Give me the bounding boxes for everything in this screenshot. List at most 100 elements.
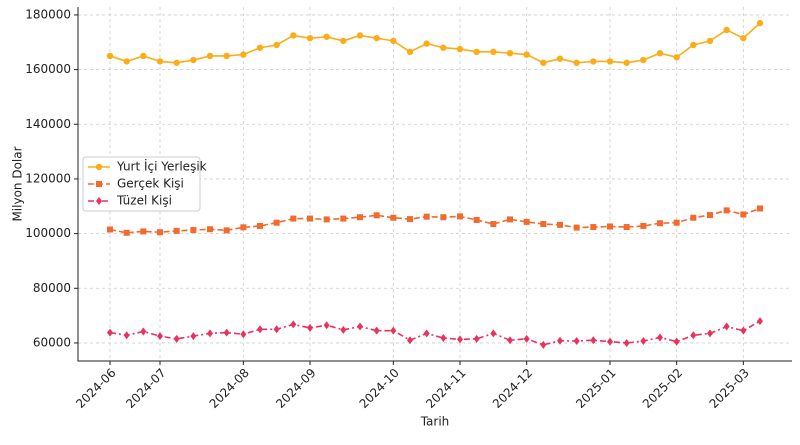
point	[640, 222, 647, 229]
point	[256, 44, 264, 51]
x-tick-label: 2024-07	[123, 366, 168, 411]
point	[207, 329, 213, 338]
point	[573, 337, 580, 346]
point	[123, 58, 130, 65]
point	[623, 59, 630, 66]
point	[390, 37, 397, 45]
point	[690, 331, 697, 340]
point	[340, 325, 347, 334]
point	[206, 52, 214, 60]
point	[640, 337, 647, 346]
point	[573, 224, 580, 231]
point	[290, 320, 297, 329]
point	[457, 213, 463, 220]
point	[373, 34, 380, 42]
x-tick-label: 2024-11	[423, 366, 468, 411]
point	[323, 216, 330, 223]
point	[490, 48, 497, 56]
legend-marker	[96, 181, 102, 187]
point	[607, 223, 613, 230]
point	[623, 338, 630, 347]
point	[507, 336, 513, 345]
point	[373, 326, 380, 335]
x-tick-label: 2025-02	[640, 366, 685, 411]
series-line	[109, 207, 761, 234]
point	[557, 221, 563, 228]
point	[673, 54, 680, 61]
legend-marker	[96, 197, 102, 205]
point	[540, 59, 547, 66]
legend-label: Yurt İçi Yerleşik	[116, 159, 207, 174]
point	[690, 41, 697, 49]
point	[357, 322, 363, 331]
point	[590, 336, 597, 345]
x-tick-label: 2025-03	[707, 366, 752, 411]
y-tick-label: 160000	[25, 62, 71, 76]
point	[623, 224, 630, 231]
point	[340, 215, 347, 222]
point	[173, 227, 180, 234]
legend: Yurt İçi Yerleşik Gerçek Kişi Tüzel Kişi	[82, 156, 207, 212]
point	[673, 219, 680, 226]
x-tick-label: 2024-06	[73, 366, 118, 411]
point	[523, 334, 530, 343]
point	[657, 333, 663, 342]
point	[240, 330, 247, 339]
point	[406, 48, 414, 56]
point	[740, 211, 747, 218]
point	[423, 329, 430, 338]
point	[423, 213, 430, 220]
point	[390, 326, 397, 335]
point	[107, 226, 113, 233]
point	[240, 224, 247, 231]
point	[656, 49, 664, 57]
point	[307, 323, 313, 332]
point	[173, 59, 180, 66]
y-tick-label: 100000	[25, 226, 71, 240]
point	[123, 331, 130, 340]
point	[757, 205, 763, 212]
point	[456, 45, 464, 53]
point	[506, 49, 514, 57]
point	[606, 58, 614, 65]
point	[457, 335, 463, 344]
legend-box	[82, 156, 201, 212]
point	[740, 34, 747, 42]
point	[740, 326, 747, 335]
x-tick-label: 2024-08	[207, 366, 252, 411]
point	[507, 216, 513, 223]
point	[607, 337, 613, 346]
x-tick-label: 2024-10	[357, 366, 402, 411]
point	[240, 51, 247, 58]
point	[723, 322, 730, 331]
point	[756, 19, 764, 27]
point	[273, 219, 280, 226]
point	[273, 325, 280, 334]
point	[106, 52, 114, 60]
y-tick-label: 120000	[25, 171, 71, 185]
series-line	[109, 22, 761, 64]
point	[523, 218, 530, 225]
point	[173, 334, 180, 343]
point	[207, 226, 213, 233]
legend-label: Tüzel Kişi	[116, 194, 172, 208]
point	[306, 34, 314, 42]
x-tick-label: 2024-09	[273, 366, 318, 411]
y-tick-label: 80000	[33, 281, 71, 295]
point	[723, 26, 730, 34]
point	[590, 224, 597, 231]
point	[307, 215, 313, 222]
point	[673, 337, 680, 346]
point	[556, 55, 564, 62]
point	[407, 216, 413, 223]
point	[473, 216, 480, 223]
point	[190, 56, 197, 64]
y-tick-label: 60000	[33, 335, 71, 349]
legend-marker	[95, 163, 103, 171]
y-tick-label: 140000	[25, 117, 71, 131]
point	[640, 56, 647, 64]
point	[706, 37, 714, 45]
point	[156, 58, 164, 65]
point	[490, 329, 497, 338]
